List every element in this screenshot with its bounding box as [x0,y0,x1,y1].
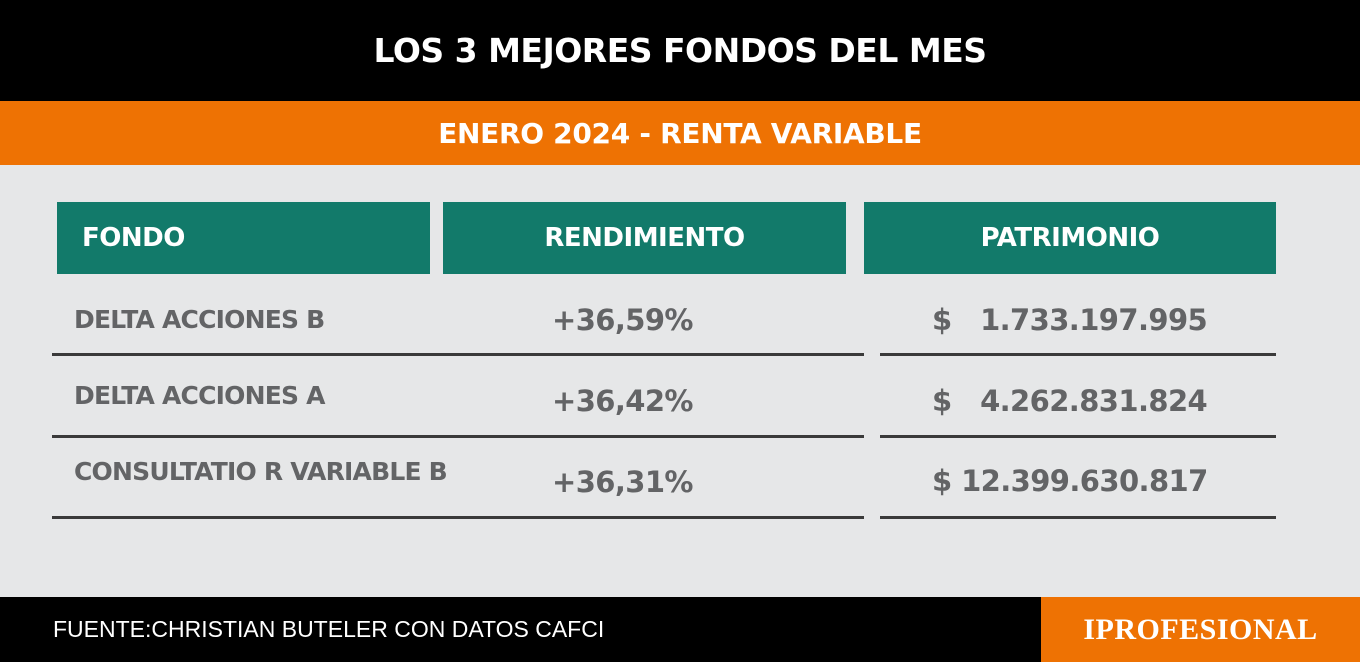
row-3-divider [52,516,864,519]
page-subtitle: ENERO 2024 - RENTA VARIABLE [0,101,1360,165]
row-1-divider-right [880,353,1276,356]
row-3-rendimiento: +36,31% [552,465,693,499]
row-2-divider-right [880,435,1276,438]
row-1-patrimonio: $ 1.733.197.995 [932,303,1208,337]
row-1-fondo: DELTA ACCIONES B [74,305,325,334]
brand-logo: IPROFESIONAL [1041,597,1360,662]
row-3-patrimonio: $ 12.399.630.817 [932,464,1208,498]
row-2-patrimonio: $ 4.262.831.824 [932,384,1208,418]
row-3-fondo: CONSULTATIO R VARIABLE B [74,457,448,486]
page-title: LOS 3 MEJORES FONDOS DEL MES [0,0,1360,101]
source-note: FUENTE:CHRISTIAN BUTELER CON DATOS CAFCI [53,616,605,642]
row-2-fondo: DELTA ACCIONES A [74,381,325,410]
column-header-patrimonio: PATRIMONIO [864,202,1276,274]
row-3-divider-right [880,516,1276,519]
row-1-rendimiento: +36,59% [552,303,693,337]
column-header-rendimiento: RENDIMIENTO [443,202,846,274]
row-2-divider [52,435,864,438]
row-1-divider [52,353,864,356]
row-2-rendimiento: +36,42% [552,384,693,418]
column-header-fondo: FONDO [57,202,430,274]
